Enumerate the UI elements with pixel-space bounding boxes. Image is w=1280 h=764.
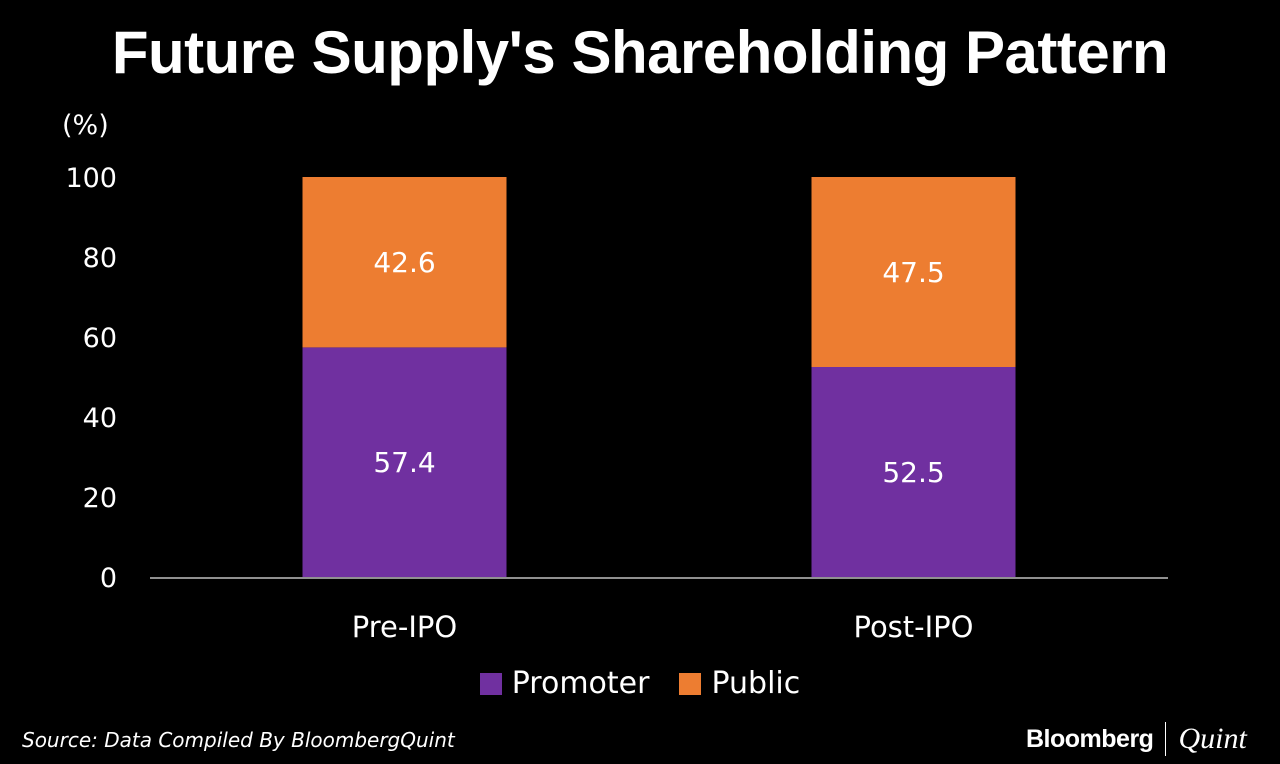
legend-item-public: Public bbox=[679, 666, 800, 701]
bar-public-pre-ipo bbox=[302, 177, 507, 348]
chart-title: Future Supply's Shareholding Pattern bbox=[111, 19, 1169, 86]
data-label-public-post-ipo: 47.5 bbox=[882, 256, 944, 289]
legend-swatch-promoter bbox=[479, 672, 502, 695]
data-label-promoter-post-ipo: 52.5 bbox=[882, 456, 944, 489]
y-axis-unit-label: (%) bbox=[62, 110, 109, 141]
brand-logo: Bloomberg Quint bbox=[1026, 722, 1247, 756]
bar-public-post-ipo bbox=[811, 177, 1016, 367]
source-note: Source: Data Compiled By BloombergQuint bbox=[22, 728, 455, 752]
legend-label-promoter: Promoter bbox=[511, 666, 650, 701]
x-tick-label: Post-IPO bbox=[853, 610, 973, 644]
x-tick-label: Pre-IPO bbox=[352, 610, 457, 644]
y-tick-label: 100 bbox=[65, 163, 117, 194]
data-label-promoter-pre-ipo: 57.4 bbox=[373, 446, 435, 479]
bar-promoter-post-ipo bbox=[811, 367, 1016, 577]
legend-item-promoter: Promoter bbox=[479, 666, 650, 701]
bar-promoter-pre-ipo bbox=[302, 347, 507, 577]
y-tick-label: 20 bbox=[83, 483, 117, 514]
legend-swatch-public bbox=[679, 672, 702, 695]
brand-quint-text: Quint bbox=[1178, 722, 1247, 755]
data-label-public-pre-ipo: 42.6 bbox=[373, 246, 435, 279]
y-tick-label: 60 bbox=[83, 323, 117, 354]
legend: Promoter Public bbox=[0, 666, 1280, 701]
brand-bloomberg-text: Bloomberg bbox=[1026, 724, 1154, 753]
y-tick-label: 0 bbox=[100, 563, 117, 594]
y-tick-label: 80 bbox=[83, 243, 117, 274]
legend-label-public: Public bbox=[711, 666, 801, 701]
y-tick-label: 40 bbox=[83, 403, 117, 434]
brand-divider bbox=[1165, 722, 1167, 756]
